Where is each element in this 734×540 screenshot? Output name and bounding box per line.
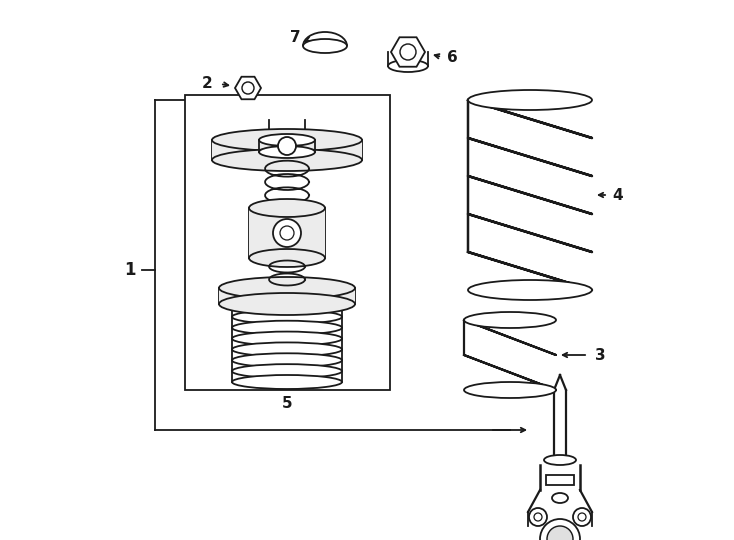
Bar	[219, 288, 355, 304]
Ellipse shape	[249, 199, 325, 217]
Text: 7: 7	[290, 30, 300, 44]
Text: 1: 1	[124, 261, 136, 279]
Bar	[249, 208, 325, 258]
Ellipse shape	[232, 342, 342, 356]
Ellipse shape	[249, 249, 325, 267]
Ellipse shape	[219, 293, 355, 315]
Text: 6: 6	[446, 51, 457, 65]
Ellipse shape	[388, 60, 428, 72]
Circle shape	[529, 508, 547, 526]
Ellipse shape	[259, 134, 315, 146]
Ellipse shape	[259, 146, 315, 158]
Text: 4: 4	[613, 187, 623, 202]
Ellipse shape	[464, 382, 556, 398]
Bar	[546, 475, 574, 485]
Circle shape	[547, 526, 573, 540]
Bar	[185, 95, 390, 390]
Circle shape	[278, 137, 296, 155]
Circle shape	[273, 219, 301, 247]
Ellipse shape	[232, 310, 342, 324]
Ellipse shape	[232, 364, 342, 378]
Ellipse shape	[232, 299, 342, 313]
Circle shape	[540, 519, 580, 540]
Text: 3: 3	[595, 348, 606, 362]
Ellipse shape	[219, 277, 355, 299]
Ellipse shape	[464, 312, 556, 328]
Circle shape	[534, 513, 542, 521]
Ellipse shape	[232, 353, 342, 367]
Ellipse shape	[232, 321, 342, 335]
Text: 5: 5	[282, 396, 292, 411]
Ellipse shape	[232, 375, 342, 389]
Circle shape	[573, 508, 591, 526]
Circle shape	[280, 226, 294, 240]
Ellipse shape	[212, 149, 362, 171]
Ellipse shape	[303, 39, 347, 53]
Ellipse shape	[468, 280, 592, 300]
Circle shape	[242, 82, 254, 94]
Ellipse shape	[212, 129, 362, 151]
Ellipse shape	[232, 332, 342, 346]
Ellipse shape	[468, 90, 592, 110]
Circle shape	[578, 513, 586, 521]
Ellipse shape	[552, 493, 568, 503]
Ellipse shape	[544, 455, 576, 465]
Circle shape	[400, 44, 416, 60]
Text: 2: 2	[202, 77, 212, 91]
Bar	[212, 140, 362, 160]
